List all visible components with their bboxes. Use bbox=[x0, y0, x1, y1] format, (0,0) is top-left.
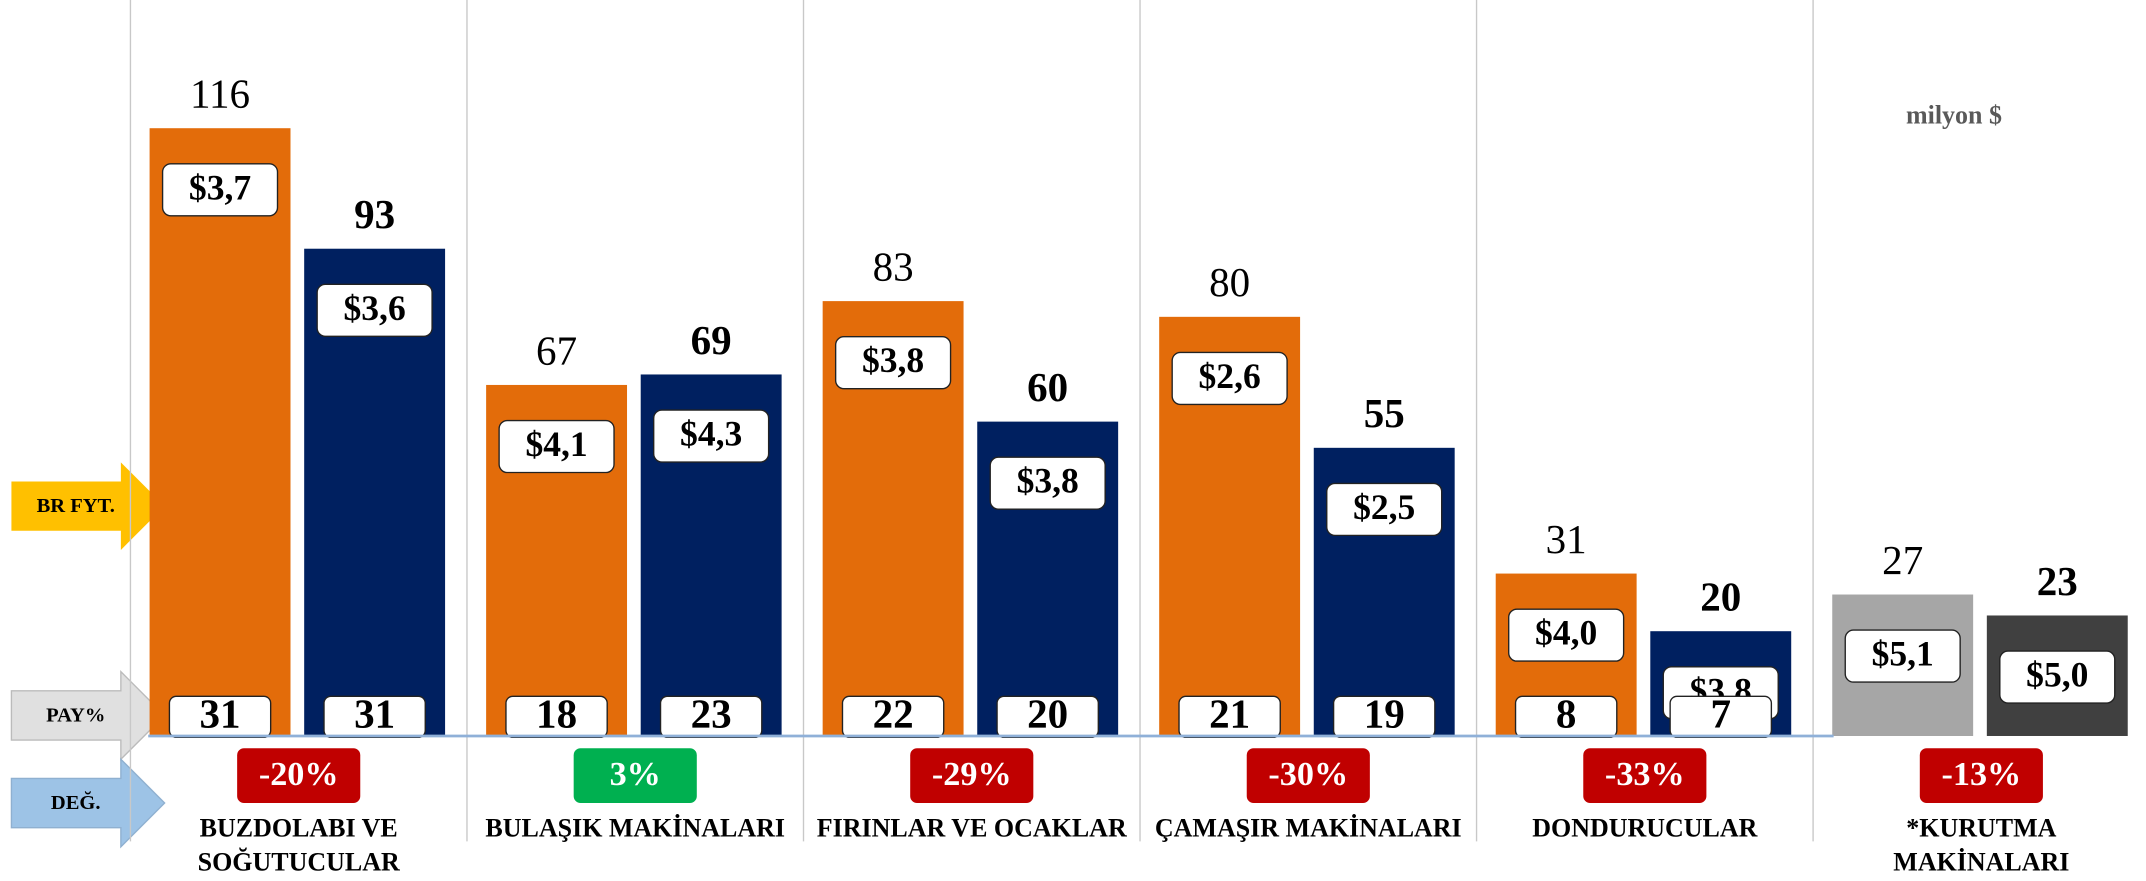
change-box bbox=[910, 748, 1034, 804]
value-label: 80 bbox=[1209, 259, 1250, 305]
category-label: SOĞUTUCULAR bbox=[198, 848, 400, 877]
price-label: $4,3 bbox=[680, 414, 742, 454]
price-label: $4,0 bbox=[1535, 613, 1597, 653]
share-label: 20 bbox=[1027, 691, 1068, 737]
price-label: $5,0 bbox=[2026, 655, 2088, 695]
price-label: $3,6 bbox=[344, 288, 406, 328]
category-label: DONDURUCULAR bbox=[1532, 813, 1757, 842]
share-label: 23 bbox=[691, 691, 732, 737]
share-arrow bbox=[10, 670, 166, 761]
price-label: $3,8 bbox=[862, 340, 924, 380]
change-side-label: DEĞ. bbox=[51, 790, 101, 814]
price-box bbox=[498, 419, 615, 474]
value-label: 116 bbox=[190, 71, 250, 117]
change-box bbox=[573, 748, 697, 804]
value-label: 60 bbox=[1027, 364, 1068, 410]
change-label: -30% bbox=[1268, 756, 1348, 793]
price-box bbox=[834, 335, 952, 390]
price-label: $4,1 bbox=[525, 424, 587, 464]
change-label: -20% bbox=[259, 756, 339, 793]
price-box bbox=[161, 163, 279, 217]
category-label: *KURUTMA bbox=[1906, 813, 2056, 842]
category-label: FIRINLAR VE OCAKLAR bbox=[817, 813, 1127, 842]
price-arrow bbox=[11, 462, 165, 550]
bar bbox=[149, 128, 291, 736]
value-label: 83 bbox=[873, 243, 914, 289]
share-label: 8 bbox=[1556, 691, 1577, 737]
price-label: $3,8 bbox=[1017, 461, 1079, 501]
share-label: 31 bbox=[354, 691, 395, 737]
price-box bbox=[653, 409, 770, 463]
change-label: 3% bbox=[610, 756, 661, 793]
price-box bbox=[1171, 351, 1288, 406]
share-label: 31 bbox=[200, 691, 241, 737]
unit-note: milyon $ bbox=[1906, 101, 2002, 130]
price-box bbox=[316, 283, 433, 337]
category-label: BUZDOLABI VE bbox=[200, 813, 398, 842]
price-box bbox=[1508, 608, 1625, 662]
change-label: -33% bbox=[1605, 756, 1685, 793]
value-label: 27 bbox=[1882, 537, 1923, 583]
side-arrows: BR FYT. PAY% DEĞ. bbox=[10, 462, 166, 849]
change-label: -29% bbox=[932, 756, 1012, 793]
price-label: $5,1 bbox=[1872, 634, 1934, 674]
share-label: 19 bbox=[1364, 691, 1405, 737]
category-label: MAKİNALARI bbox=[1893, 848, 2069, 877]
value-label: 67 bbox=[536, 327, 577, 373]
value-label: 55 bbox=[1364, 390, 1405, 436]
price-label: $3,7 bbox=[189, 167, 251, 207]
price-box bbox=[1999, 650, 2116, 704]
value-label: 23 bbox=[2037, 558, 2078, 604]
share-label: 22 bbox=[873, 691, 914, 737]
price-box bbox=[1326, 482, 1443, 537]
change-arrow bbox=[10, 757, 166, 849]
change-label: -13% bbox=[1941, 756, 2021, 793]
value-label: 69 bbox=[691, 317, 732, 363]
share-label: 7 bbox=[1710, 691, 1731, 737]
share-label: 21 bbox=[1209, 691, 1250, 737]
value-label: 93 bbox=[354, 191, 395, 237]
category-label: BULAŞIK MAKİNALARI bbox=[485, 813, 785, 842]
share-label: 18 bbox=[536, 691, 577, 737]
price-side-label: BR FYT. bbox=[37, 495, 115, 517]
value-label: 20 bbox=[1700, 574, 1741, 620]
share-side-label: PAY% bbox=[46, 705, 105, 727]
price-box bbox=[989, 456, 1106, 510]
category-label: ÇAMAŞIR MAKİNALARI bbox=[1155, 813, 1462, 842]
price-label: $2,6 bbox=[1199, 356, 1261, 396]
price-box bbox=[1844, 629, 1961, 683]
change-box bbox=[1583, 748, 1707, 804]
value-label: 31 bbox=[1546, 516, 1587, 562]
price-label: $2,5 bbox=[1353, 487, 1415, 527]
change-box bbox=[237, 748, 361, 804]
change-box bbox=[1246, 748, 1370, 804]
change-box bbox=[1919, 748, 2043, 804]
